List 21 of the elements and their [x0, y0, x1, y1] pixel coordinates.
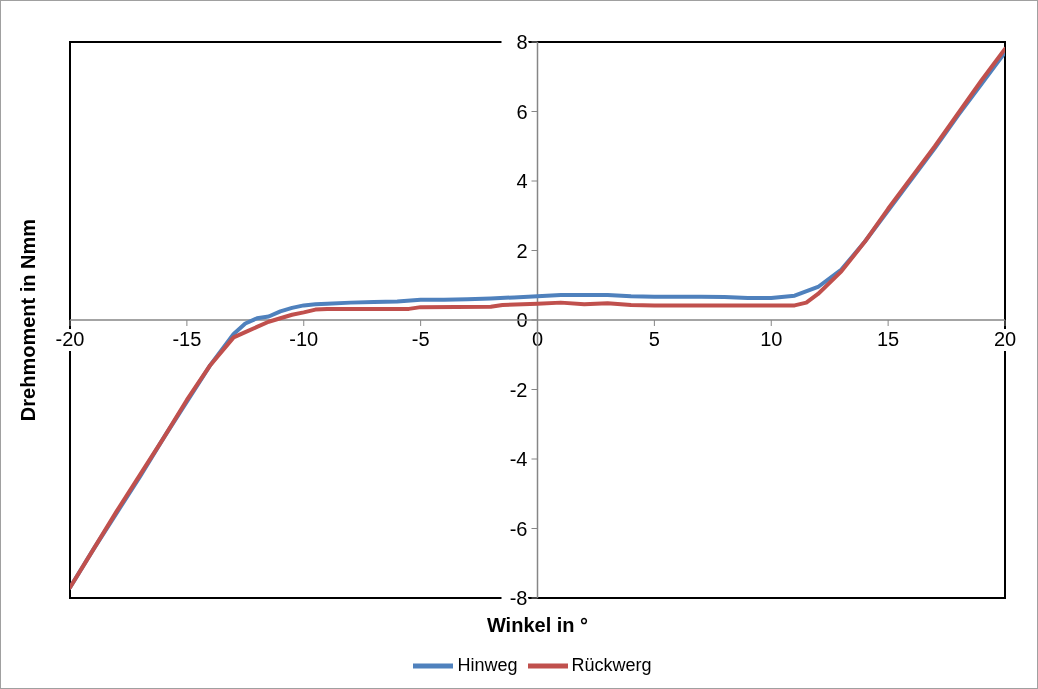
x-tick-label: -20	[55, 328, 85, 350]
y-axis-title: Drehmoment in Nmm	[17, 218, 39, 422]
y-tick-label: -4	[509, 448, 528, 470]
x-tick-label: -15	[172, 328, 202, 350]
y-tick-label: 8	[516, 31, 528, 53]
y-tick-label: -2	[509, 378, 528, 401]
y-tick-label: 6	[516, 100, 528, 123]
y-tick-label: 2	[516, 239, 528, 262]
y-tick-label: -6	[509, 517, 528, 540]
legend-label: Hinweg	[457, 654, 518, 675]
y-tick-label: 0	[516, 309, 528, 331]
x-tick-label: -10	[289, 328, 319, 350]
x-tick-label: 5	[648, 328, 660, 350]
x-tick-label: -5	[411, 328, 430, 350]
x-tick-label: 15	[877, 328, 900, 350]
x-axis-title: Winkel in °	[486, 614, 589, 636]
y-tick-label: -8	[509, 587, 528, 609]
legend-label: Rückwerg	[571, 654, 652, 675]
y-tick-label: 4	[516, 170, 528, 192]
x-tick-label: 10	[760, 328, 783, 350]
x-tick-label: 20	[993, 328, 1017, 350]
